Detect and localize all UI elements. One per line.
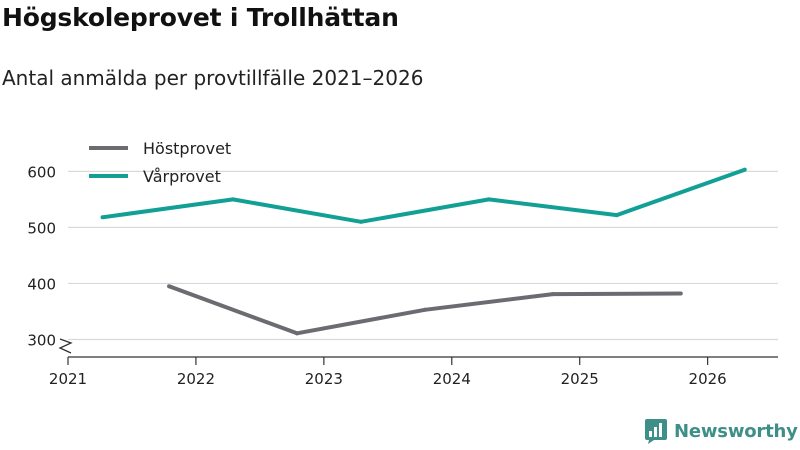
data-point — [294, 331, 299, 336]
series-line-varprovet — [102, 167, 746, 224]
x-tick-label: 2024 — [433, 370, 471, 388]
series-lines — [100, 167, 747, 336]
legend-label: Vårprovet — [143, 167, 221, 186]
newsworthy-logo: Newsworthy — [644, 418, 798, 445]
axis-break-icon — [58, 338, 73, 354]
x-tick-label: 2025 — [561, 370, 599, 388]
data-point — [742, 167, 747, 172]
y-tick-label: 300 — [27, 332, 56, 350]
data-point — [100, 215, 105, 220]
legend: Höstprovet Vårprovet — [89, 139, 231, 186]
bar-chart-speech-bubble-icon — [645, 419, 667, 444]
data-point — [614, 213, 619, 218]
data-point — [231, 197, 236, 202]
data-point — [486, 197, 491, 202]
legend-label: Höstprovet — [143, 139, 231, 158]
y-tick-label: 400 — [27, 275, 56, 293]
chart-title: Högskoleprovet i Trollhättan — [2, 3, 399, 32]
data-point — [422, 307, 427, 312]
x-tick-label: 2026 — [689, 370, 727, 388]
data-point — [550, 292, 555, 297]
y-tick-label: 600 — [27, 163, 56, 181]
x-tick-label: 2023 — [305, 370, 343, 388]
x-tick-label: 2022 — [177, 370, 215, 388]
data-point — [678, 291, 683, 296]
chart-subtitle: Antal anmälda per provtillfälle 2021–202… — [2, 66, 424, 90]
y-tick-label: 500 — [27, 219, 56, 237]
gridlines — [68, 170, 778, 341]
data-point — [358, 219, 363, 224]
logo-text: Newsworthy — [674, 421, 798, 442]
axes: 300 400 500 600 2021 2022 2023 2024 2025 2026 — [27, 163, 778, 388]
data-point — [167, 284, 172, 289]
x-tick-label: 2021 — [49, 370, 87, 388]
